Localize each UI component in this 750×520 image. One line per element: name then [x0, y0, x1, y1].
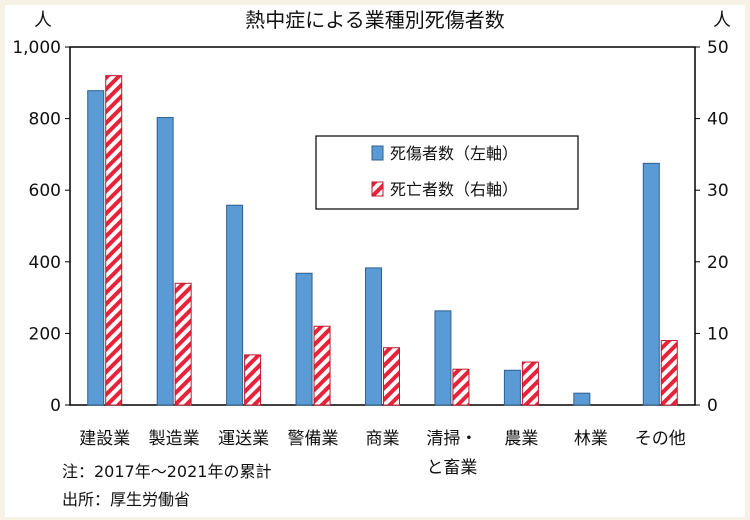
legend-swatch-injuries — [371, 145, 384, 161]
left-axis: 0 200 400 600 800 1,000 — [12, 38, 70, 416]
bars — [87, 75, 678, 406]
right-tick-label: 10 — [707, 324, 729, 344]
x-tick-label: 警備業 — [288, 429, 339, 449]
bar-deaths-6 — [521, 361, 539, 406]
bar-injuries-1 — [156, 117, 174, 406]
right-axis-unit: 人 — [713, 10, 731, 31]
bar-injuries-4 — [365, 267, 382, 406]
bar-deaths-8 — [660, 340, 678, 406]
bar-injuries-8 — [642, 162, 660, 406]
bar-injuries-7 — [573, 392, 591, 406]
x-tick-label: 製造業 — [149, 429, 200, 449]
x-tick-label: 建設業 — [79, 429, 130, 449]
right-tick-label: 30 — [707, 181, 729, 201]
legend-box — [315, 135, 579, 210]
bar-deaths-3 — [313, 325, 331, 406]
bar-deaths-2 — [244, 354, 262, 406]
right-tick-label: 0 — [707, 396, 718, 416]
bar-injuries-0 — [87, 90, 105, 406]
chart-title: 熱中症による業種別死傷者数 — [245, 8, 504, 32]
bar-deaths-1 — [174, 282, 192, 406]
x-tick-label: 商業 — [366, 429, 400, 449]
legend-label-injuries: 死傷者数（左軸） — [390, 144, 518, 163]
x-tick-label: 農業 — [504, 429, 538, 449]
bar-injuries-6 — [503, 369, 521, 406]
bar-deaths-4 — [383, 347, 400, 406]
left-tick-label: 600 — [29, 181, 61, 201]
plot-area — [69, 46, 696, 406]
footnote: 注：2017年～2021年の累計 — [62, 462, 272, 481]
bar-injuries-2 — [226, 204, 244, 406]
x-axis: 建設業 製造業 運送業 警備業 商業 清掃・と畜業 農業 林業 その他 — [79, 429, 686, 478]
x-tick-label: 清掃・ — [426, 429, 477, 449]
left-tick-label: 0 — [50, 396, 61, 416]
legend-swatch-deaths — [371, 181, 384, 197]
x-tick-label: 林業 — [574, 429, 608, 449]
legend-label-deaths: 死亡者数（右軸） — [390, 180, 518, 199]
x-tick-label: その他 — [635, 429, 686, 449]
left-axis-unit: 人 — [34, 10, 52, 31]
right-tick-label: 20 — [707, 253, 729, 273]
left-tick-label: 1,000 — [12, 38, 61, 58]
left-tick-label: 800 — [29, 110, 61, 130]
right-tick-label: 50 — [707, 38, 729, 58]
right-axis: 0 10 20 30 40 50 — [695, 38, 729, 416]
x-tick-label: と畜業 — [426, 458, 477, 478]
bar-deaths-0 — [105, 75, 123, 406]
source-note: 出所：厚生労働省 — [62, 490, 191, 509]
x-tick-label: 運送業 — [218, 429, 269, 449]
bar-deaths-5 — [452, 368, 470, 406]
left-tick-label: 200 — [29, 324, 61, 344]
right-tick-label: 40 — [707, 110, 729, 130]
left-tick-label: 400 — [29, 253, 61, 273]
bar-injuries-3 — [295, 272, 313, 406]
chart-background — [5, 5, 745, 517]
legend: 死傷者数（左軸） 死亡者数（右軸） — [315, 135, 579, 210]
bar-injuries-5 — [434, 310, 452, 406]
